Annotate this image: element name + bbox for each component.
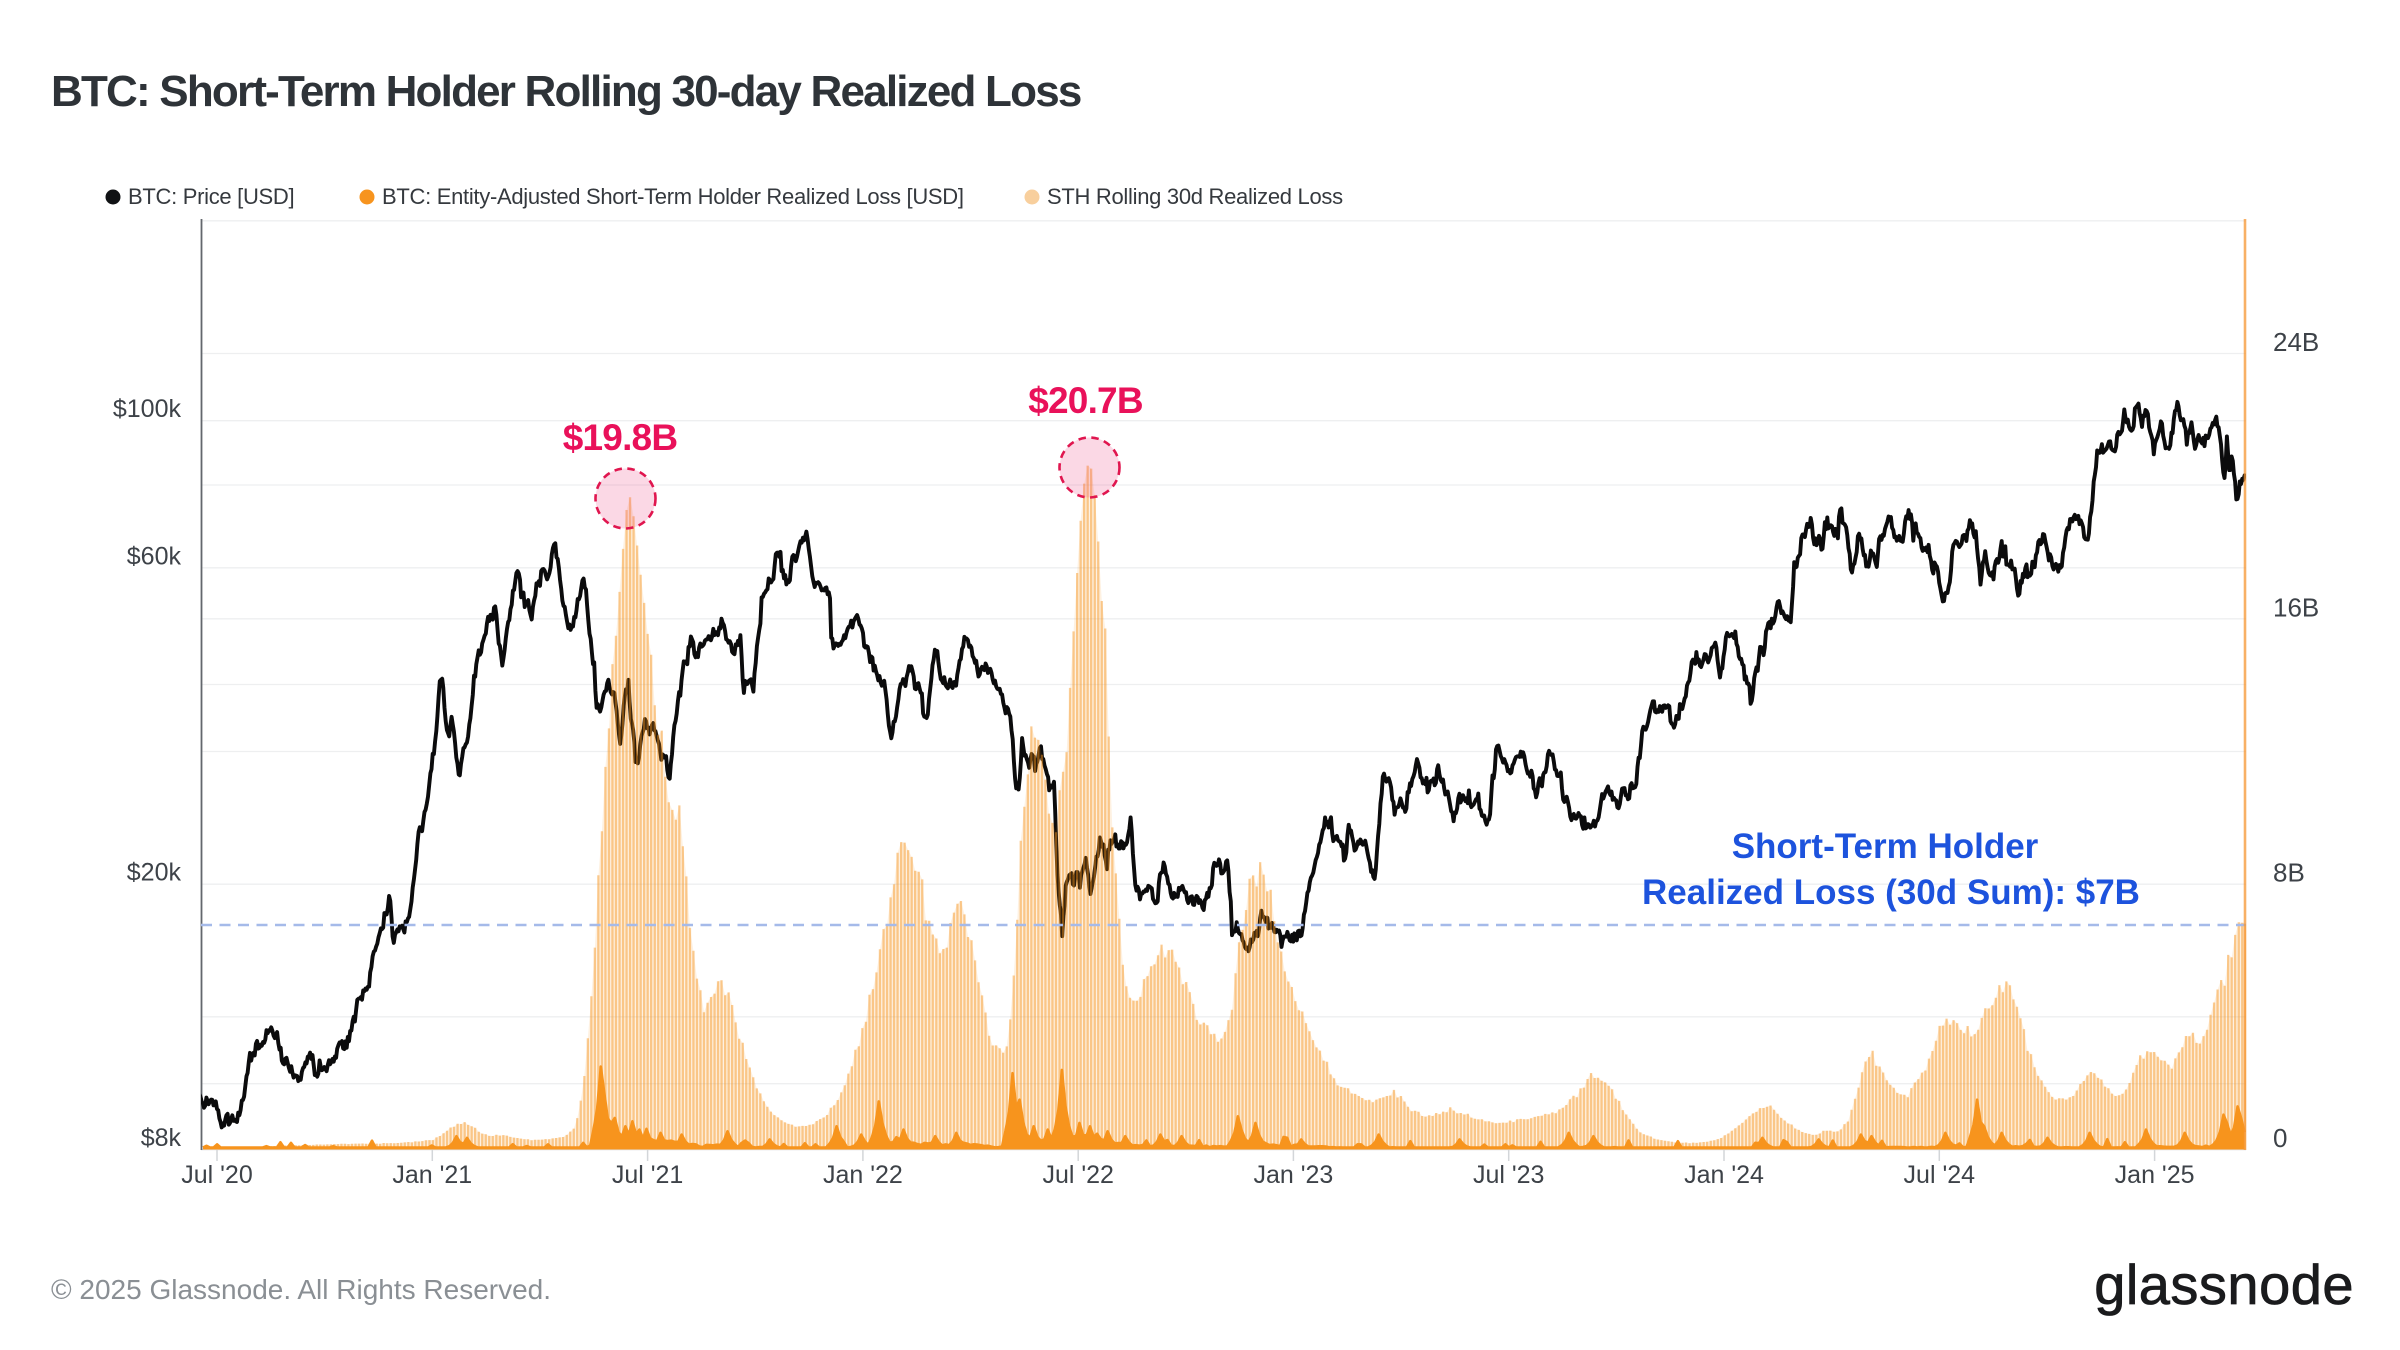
svg-text:$100k: $100k	[113, 395, 182, 423]
svg-text:16B: 16B	[2273, 592, 2319, 622]
svg-text:Jan '23: Jan '23	[1253, 1161, 1333, 1189]
svg-text:Realized Loss (30d Sum): $7B: Realized Loss (30d Sum): $7B	[1642, 873, 2140, 912]
svg-text:Jul '20: Jul '20	[181, 1161, 252, 1189]
svg-text:Jan '21: Jan '21	[392, 1161, 472, 1189]
svg-text:STH Rolling 30d Realized Loss: STH Rolling 30d Realized Loss	[1047, 184, 1343, 209]
svg-text:glassnode: glassnode	[2094, 1253, 2354, 1316]
svg-text:Jan '25: Jan '25	[2115, 1161, 2195, 1189]
svg-text:Jan '24: Jan '24	[1684, 1161, 1764, 1189]
svg-text:BTC: Entity-Adjusted Short-Ter: BTC: Entity-Adjusted Short-Term Holder R…	[382, 184, 964, 209]
svg-text:Jan '22: Jan '22	[823, 1161, 903, 1189]
svg-text:8B: 8B	[2273, 858, 2305, 888]
svg-text:BTC: Price [USD]: BTC: Price [USD]	[128, 184, 294, 209]
svg-text:24B: 24B	[2273, 327, 2319, 357]
svg-text:$20k: $20k	[127, 859, 182, 887]
svg-text:Jul '22: Jul '22	[1042, 1161, 1113, 1189]
svg-text:$8k: $8k	[141, 1124, 182, 1152]
svg-text:Short-Term Holder: Short-Term Holder	[1732, 827, 2039, 866]
svg-text:Jul '24: Jul '24	[1904, 1161, 1976, 1189]
svg-text:$60k: $60k	[127, 542, 182, 570]
svg-text:$19.8B: $19.8B	[563, 417, 678, 458]
svg-text:© 2025 Glassnode. All Rights R: © 2025 Glassnode. All Rights Reserved.	[51, 1274, 551, 1305]
svg-text:BTC: Short-Term Holder Rolling: BTC: Short-Term Holder Rolling 30-day Re…	[51, 67, 1081, 116]
svg-text:Jul '23: Jul '23	[1473, 1161, 1544, 1189]
svg-text:$20.7B: $20.7B	[1028, 380, 1143, 421]
svg-text:Jul '21: Jul '21	[612, 1161, 683, 1189]
svg-text:0: 0	[2273, 1123, 2287, 1153]
